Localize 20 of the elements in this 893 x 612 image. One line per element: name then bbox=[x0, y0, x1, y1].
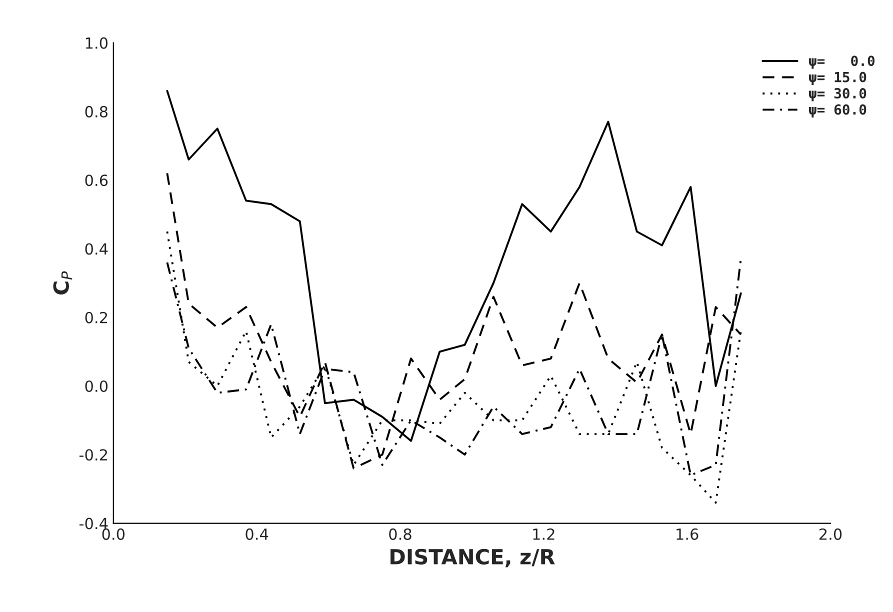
x-tick-label: 1.2 bbox=[533, 528, 554, 540]
x-tick-label: 0.4 bbox=[246, 528, 268, 540]
y-tick-label: 1.0 bbox=[86, 37, 108, 49]
y-axis-title: C$_{P}$ bbox=[53, 271, 72, 295]
y-tick-label: 0.6 bbox=[85, 174, 108, 186]
x-axis-title: DISTANCE, z/R bbox=[390, 548, 555, 568]
y-tick-label: 0.8 bbox=[85, 106, 108, 118]
x-tick-label: 2.0 bbox=[819, 528, 842, 540]
x-tick-label: 1.6 bbox=[676, 528, 698, 540]
legend-label: ψ= 60.0 bbox=[808, 104, 866, 118]
y-tick-label: -0.4 bbox=[79, 518, 108, 530]
x-tick-label: 0.0 bbox=[102, 528, 125, 540]
x-tick-label: 0.8 bbox=[389, 528, 412, 540]
y-tick-label: -0.2 bbox=[79, 449, 108, 461]
y-tick-label: 0.2 bbox=[85, 312, 108, 324]
y-tick-label: 0.4 bbox=[85, 243, 108, 255]
y-tick-label: 0.0 bbox=[85, 380, 108, 392]
legend-label: ψ= 15.0 bbox=[808, 72, 866, 85]
legend-label: ψ= 30.0 bbox=[808, 88, 866, 102]
legend-label: ψ= 0.0 bbox=[808, 56, 875, 69]
